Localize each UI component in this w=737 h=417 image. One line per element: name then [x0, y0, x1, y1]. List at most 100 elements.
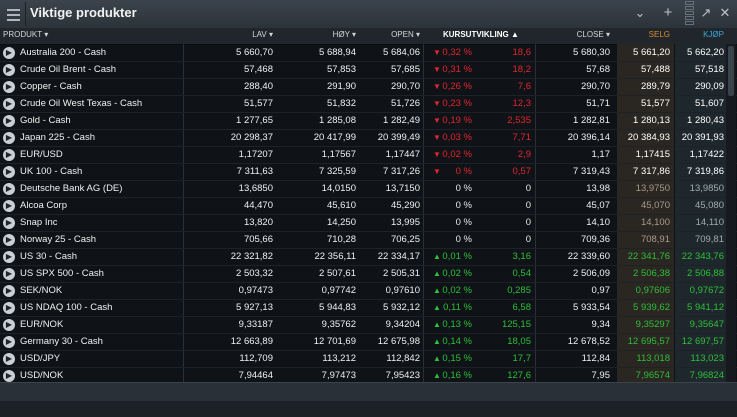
product-name[interactable]: Snap Inc	[20, 217, 58, 228]
buy-price[interactable]: 5 941,12	[687, 302, 724, 313]
play-circle-icon[interactable]: ▶	[3, 268, 15, 280]
product-name[interactable]: Crude Oil Brent - Cash	[20, 64, 117, 75]
play-circle-icon[interactable]: ▶	[3, 81, 15, 93]
buy-price[interactable]: 20 391,93	[681, 132, 724, 143]
table-row[interactable]: ▶ Crude Oil Brent - Cash 57,468 57,853 57,68…	[0, 62, 737, 79]
buy-price[interactable]: 7,96824	[689, 370, 724, 381]
play-circle-icon[interactable]: ▶	[3, 166, 15, 178]
play-circle-icon[interactable]: ▶	[3, 200, 15, 212]
table-row[interactable]: ▶ USD/JPY 112,709 113,212 112,842 ▲ 0,15 % 17,7…	[0, 351, 737, 368]
play-circle-icon[interactable]: ▶	[3, 64, 15, 76]
product-name[interactable]: US SPX 500 - Cash	[20, 268, 104, 279]
sell-price[interactable]: 2 506,38	[633, 268, 670, 279]
play-circle-icon[interactable]: ▶	[3, 115, 15, 127]
play-circle-icon[interactable]: ▶	[3, 336, 15, 348]
table-row[interactable]: ▶ US SPX 500 - Cash 2 503,32 2 507,61 2 505,…	[0, 266, 737, 283]
play-circle-icon[interactable]: ▶	[3, 149, 15, 161]
table-row[interactable]: ▶ Germany 30 - Cash 12 663,89 12 701,69 12 6…	[0, 334, 737, 351]
sell-price[interactable]: 708,91	[640, 234, 670, 245]
buy-price[interactable]: 51,607	[694, 98, 724, 109]
product-name[interactable]: UK 100 - Cash	[20, 166, 83, 177]
table-row[interactable]: ▶ Crude Oil West Texas - Cash 51,577 51,832…	[0, 96, 737, 113]
product-name[interactable]: Norway 25 - Cash	[20, 234, 97, 245]
buy-price[interactable]: 709,81	[694, 234, 724, 245]
buy-price[interactable]: 9,35647	[689, 319, 724, 330]
sell-price[interactable]: 0,97606	[635, 285, 670, 296]
sell-price[interactable]: 51,577	[640, 98, 670, 109]
drag-handle-icon[interactable]	[685, 1, 695, 27]
table-row[interactable]: ▶ SEK/NOK 0,97473 0,97742 0,97610 ▲ 0,02 % 0,28…	[0, 283, 737, 300]
hamburger-icon[interactable]	[3, 4, 23, 24]
buy-price[interactable]: 5 662,20	[687, 47, 724, 58]
col-hoy[interactable]: HØY ▾	[332, 30, 356, 39]
col-selg[interactable]: SELG	[648, 30, 670, 39]
sell-price[interactable]: 7 317,86	[633, 166, 670, 177]
play-circle-icon[interactable]: ▶	[3, 234, 15, 246]
sell-price[interactable]: 289,79	[640, 81, 670, 92]
sell-price[interactable]: 13,9750	[635, 183, 670, 194]
buy-price[interactable]: 22 343,76	[681, 251, 724, 262]
sell-price[interactable]: 5 661,20	[633, 47, 670, 58]
product-name[interactable]: US NDAQ 100 - Cash	[20, 302, 113, 313]
col-open[interactable]: OPEN ▾	[391, 30, 420, 39]
table-row[interactable]: ▶ Australia 200 - Cash 5 660,70 5 688,94 5 6…	[0, 45, 737, 62]
buy-price[interactable]: 13,9850	[689, 183, 724, 194]
col-kjop[interactable]: KJØP	[703, 30, 724, 39]
col-kursutvikling[interactable]: KURSUTVIKLING ▲	[443, 30, 519, 39]
buy-price[interactable]: 57,518	[694, 64, 724, 75]
product-name[interactable]: US 30 - Cash	[20, 251, 78, 262]
table-row[interactable]: ▶ US NDAQ 100 - Cash 5 927,13 5 944,83 5 932…	[0, 300, 737, 317]
table-row[interactable]: ▶ EUR/NOK 9,33187 9,35762 9,34204 ▲ 0,13 % 125,…	[0, 317, 737, 334]
table-row[interactable]: ▶ Gold - Cash 1 277,65 1 285,08 1 282,49 ▼ 0,1…	[0, 113, 737, 130]
buy-price[interactable]: 0,97672	[689, 285, 724, 296]
sell-price[interactable]: 5 939,62	[633, 302, 670, 313]
buy-price[interactable]: 1 280,43	[687, 115, 724, 126]
product-name[interactable]: Copper - Cash	[20, 81, 82, 92]
product-name[interactable]: EUR/USD	[20, 149, 63, 160]
product-name[interactable]: USD/NOK	[20, 370, 64, 381]
col-close[interactable]: CLOSE ▾	[576, 30, 610, 39]
product-name[interactable]: Gold - Cash	[20, 115, 71, 126]
play-circle-icon[interactable]: ▶	[3, 353, 15, 365]
buy-price[interactable]: 45,080	[694, 200, 724, 211]
play-circle-icon[interactable]: ▶	[3, 47, 15, 59]
scrollbar-thumb[interactable]	[728, 46, 734, 96]
sell-price[interactable]: 12 695,57	[627, 336, 670, 347]
plus-icon[interactable]: +	[663, 4, 673, 21]
table-row[interactable]: ▶ Norway 25 - Cash 705,66 710,28 706,25 0 % 0 7…	[0, 232, 737, 249]
sell-price[interactable]: 7,96574	[635, 370, 670, 381]
scrollbar[interactable]	[726, 44, 736, 382]
table-row[interactable]: ▶ US 30 - Cash 22 321,82 22 356,11 22 334,17…	[0, 249, 737, 266]
buy-price[interactable]: 7 319,86	[687, 166, 724, 177]
expand-icon[interactable]: ↗	[700, 5, 712, 20]
buy-price[interactable]: 12 697,57	[681, 336, 724, 347]
sell-price[interactable]: 9,35297	[635, 319, 670, 330]
sell-price[interactable]: 1,17415	[635, 149, 670, 160]
product-name[interactable]: SEK/NOK	[20, 285, 63, 296]
product-name[interactable]: Crude Oil West Texas - Cash	[20, 98, 143, 109]
product-name[interactable]: Japan 225 - Cash	[20, 132, 95, 143]
table-row[interactable]: ▶ EUR/USD 1,17207 1,17567 1,17447 ▼ 0,02 % 2,9 1…	[0, 147, 737, 164]
product-name[interactable]: EUR/NOK	[20, 319, 64, 330]
product-name[interactable]: USD/JPY	[20, 353, 61, 364]
sell-price[interactable]: 22 341,76	[627, 251, 670, 262]
table-row[interactable]: ▶ UK 100 - Cash 7 311,63 7 325,59 7 317,26 ▼ 0…	[0, 164, 737, 181]
sell-price[interactable]: 1 280,13	[633, 115, 670, 126]
play-circle-icon[interactable]: ▶	[3, 98, 15, 110]
product-name[interactable]: Australia 200 - Cash	[20, 47, 107, 58]
buy-price[interactable]: 14,110	[695, 217, 724, 228]
play-circle-icon[interactable]: ▶	[3, 251, 15, 263]
buy-price[interactable]: 290,09	[694, 81, 724, 92]
product-name[interactable]: Germany 30 - Cash	[20, 336, 103, 347]
play-circle-icon[interactable]: ▶	[3, 183, 15, 195]
product-name[interactable]: Alcoa Corp	[20, 200, 67, 211]
table-row[interactable]: ▶ Copper - Cash 288,40 291,90 290,70 ▼ 0,26 % 7…	[0, 79, 737, 96]
sell-price[interactable]: 45,070	[640, 200, 670, 211]
table-row[interactable]: ▶ Alcoa Corp 44,470 45,610 45,290 0 % 0 45,07 45…	[0, 198, 737, 215]
table-row[interactable]: ▶ Snap Inc 13,820 14,250 13,995 0 % 0 14,10 14,1…	[0, 215, 737, 232]
table-row[interactable]: ▶ Deutsche Bank AG (DE) 13,6850 14,0150 13,7…	[0, 181, 737, 198]
sell-price[interactable]: 20 384,93	[627, 132, 670, 143]
product-name[interactable]: Deutsche Bank AG (DE)	[20, 183, 123, 194]
buy-price[interactable]: 113,023	[690, 353, 724, 364]
play-circle-icon[interactable]: ▶	[3, 370, 15, 382]
